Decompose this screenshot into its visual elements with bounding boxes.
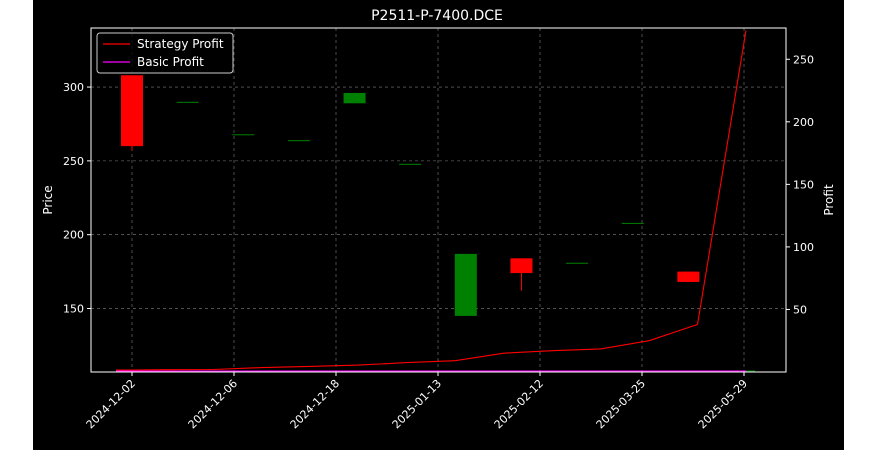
date-tick-label: 2025-05-29 <box>696 377 750 431</box>
profit-tick-label: 50 <box>793 303 807 316</box>
price-axis-label: Price <box>41 185 55 214</box>
candle-body <box>454 253 477 316</box>
candle-body <box>343 92 366 104</box>
strategy-profit-line <box>115 30 747 371</box>
price-axis: 150 200 250 300 <box>63 81 91 316</box>
legend-label-strategy: Strategy Profit <box>137 37 224 51</box>
profit-axis-label: Profit <box>822 184 836 216</box>
profit-lines <box>115 30 747 372</box>
date-tick-label: 2024-12-18 <box>288 377 342 431</box>
profit-tick-label: 150 <box>793 178 814 191</box>
price-tick-label: 250 <box>63 155 84 168</box>
legend: Strategy Profit Basic Profit <box>96 32 234 74</box>
candlestick-profit-chart: P2511-P-7400.DCE 150 200 250 300 50 100 150 20… <box>41 8 836 431</box>
plot-frame <box>90 27 787 373</box>
candles <box>121 75 755 372</box>
candle-body <box>677 271 700 282</box>
candle-body <box>121 75 143 147</box>
date-tick-label: 2025-01-13 <box>390 377 444 431</box>
price-tick-label: 150 <box>63 303 84 316</box>
grid-lines <box>91 28 786 372</box>
price-tick-label: 200 <box>63 229 84 242</box>
profit-tick-label: 200 <box>793 116 814 129</box>
profit-tick-label: 100 <box>793 241 814 254</box>
price-tick-label: 300 <box>63 81 84 94</box>
candle-body <box>399 163 422 165</box>
date-tick-label: 2024-12-02 <box>84 377 138 431</box>
candle-body <box>176 101 199 103</box>
candle-body <box>566 262 589 264</box>
date-axis: 2024-12-02 2024-12-06 2024-12-18 2025-01-13… <box>84 372 750 431</box>
candle-body <box>621 222 644 224</box>
candle-body <box>510 258 533 274</box>
legend-box <box>96 32 234 74</box>
date-tick-label: 2025-02-12 <box>492 377 546 431</box>
chart-figure: P2511-P-7400.DCE 150 200 250 300 50 100 150 20… <box>33 0 844 450</box>
date-tick-label: 2024-12-06 <box>186 377 240 431</box>
candle-body <box>232 134 255 136</box>
profit-axis: 50 100 150 200 250 <box>786 53 814 316</box>
candle-body <box>287 140 310 142</box>
date-tick-label: 2025-03-25 <box>594 377 648 431</box>
chart-title: P2511-P-7400.DCE <box>371 8 503 24</box>
profit-tick-label: 250 <box>793 53 814 66</box>
legend-label-basic: Basic Profit <box>137 55 204 69</box>
